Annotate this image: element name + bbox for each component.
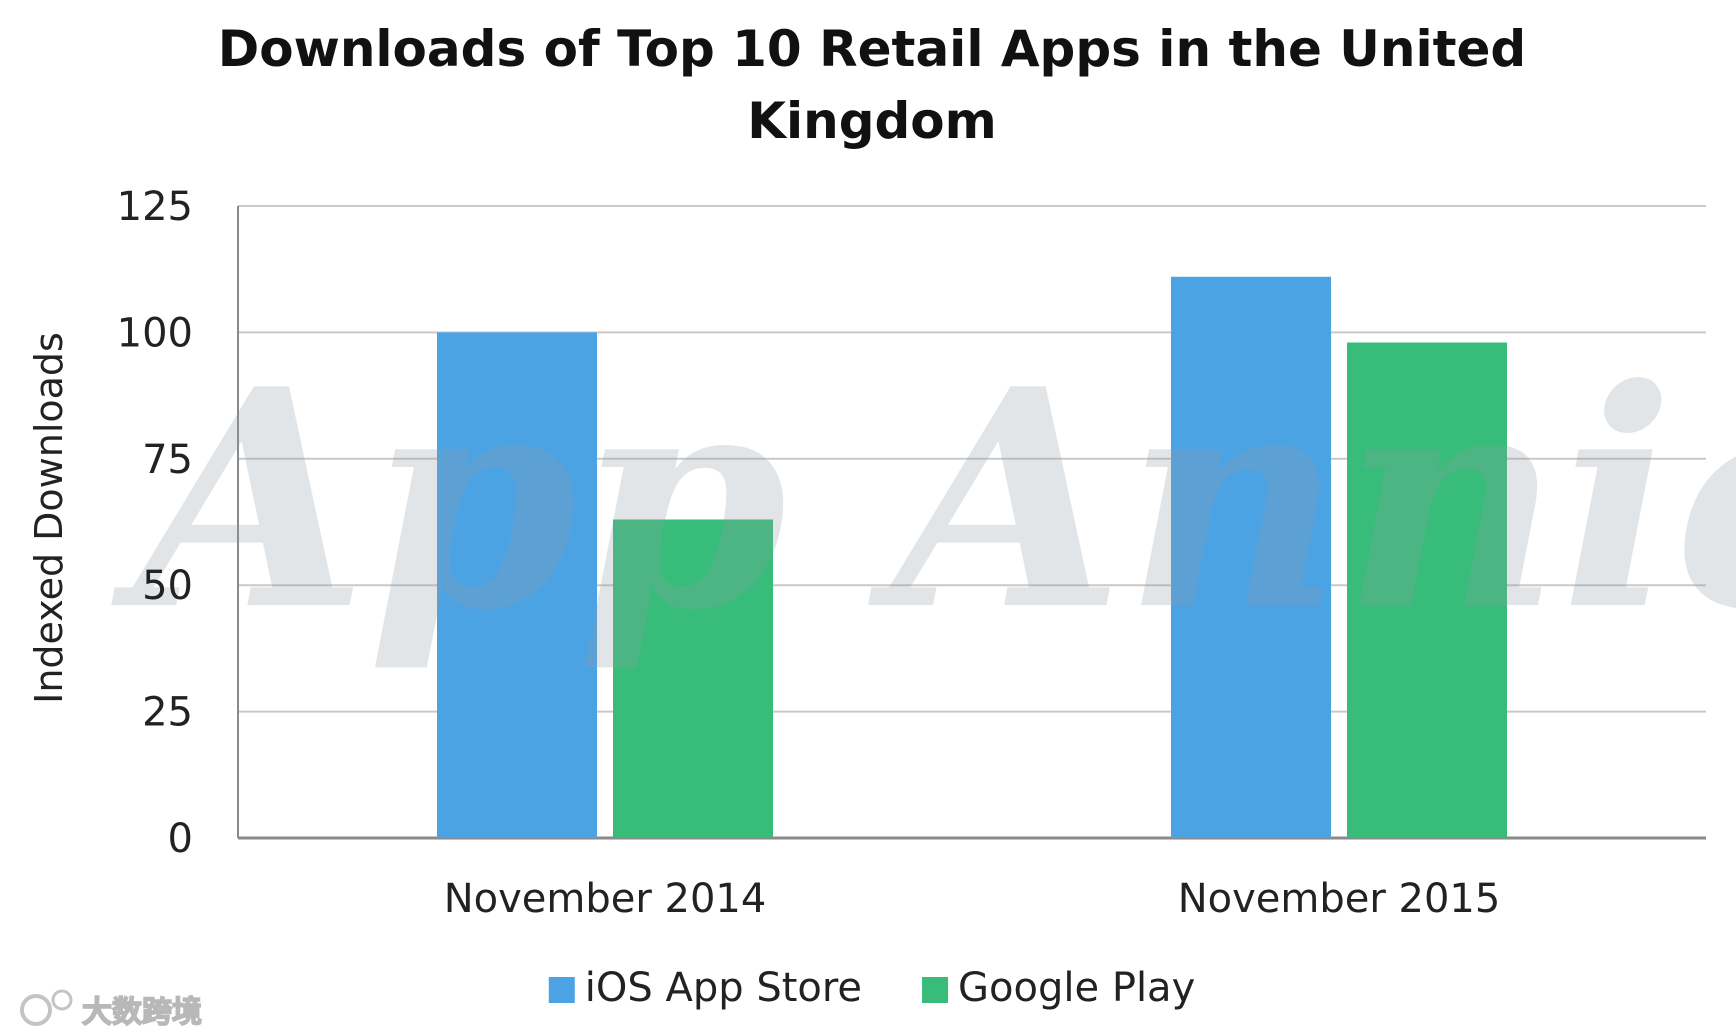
corner-logo-icon (20, 994, 52, 1026)
y-tick-label: 75 (142, 437, 193, 483)
corner-logo-icon-dot (51, 989, 73, 1011)
bar-google-play-0 (613, 519, 773, 838)
chart-title-line-2: Kingdom (747, 92, 997, 150)
bar-ios-app-store-1 (1171, 276, 1331, 838)
y-axis-ticks: 0 25 50 75 100 125 (117, 184, 193, 862)
y-tick-label: 0 (168, 816, 193, 862)
bar-google-play-1 (1347, 342, 1507, 838)
corner-watermark: 大数跨境 (20, 989, 203, 1031)
legend-label: iOS App Store (585, 965, 862, 1011)
chart-title: Downloads of Top 10 Retail Apps in the U… (218, 20, 1526, 150)
corner-watermark-text: 大数跨境 (82, 995, 202, 1030)
y-tick-label: 25 (142, 690, 193, 736)
watermark: App Annie (111, 323, 1736, 676)
bars-layer (437, 276, 1507, 838)
y-tick-label: 100 (117, 310, 193, 356)
y-tick-label: 50 (142, 563, 193, 609)
legend-swatch (922, 977, 949, 1003)
legend-item-google-play: Google Play (922, 965, 1195, 1011)
y-tick-label: 125 (117, 184, 193, 230)
legend: iOS App Store Google Play (548, 965, 1195, 1011)
legend-label: Google Play (958, 965, 1195, 1011)
x-axis-ticks: November 2014 November 2015 (444, 876, 1501, 922)
legend-swatch (548, 977, 575, 1003)
legend-item-ios-app-store: iOS App Store (548, 965, 862, 1011)
x-tick-label: November 2014 (444, 876, 767, 922)
y-axis-title: Indexed Downloads (27, 332, 71, 704)
chart-title-line-1: Downloads of Top 10 Retail Apps in the U… (218, 20, 1526, 78)
bar-ios-app-store-0 (437, 332, 597, 838)
x-tick-label: November 2015 (1178, 876, 1501, 922)
